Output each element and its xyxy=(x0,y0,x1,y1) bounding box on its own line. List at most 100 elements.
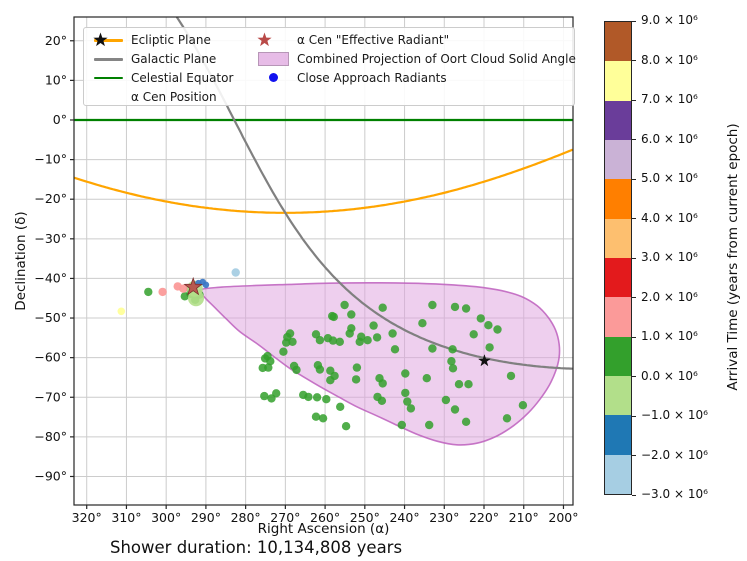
colorbar-tick xyxy=(632,494,636,496)
colorbar-tick-label: 0.0 × 10⁶ xyxy=(641,368,698,383)
radiant-point xyxy=(363,336,372,345)
oort-cloud-solid-angle-region xyxy=(198,281,561,446)
colorbar-segment xyxy=(605,61,631,101)
colorbar-segment xyxy=(605,257,631,298)
colorbar-tick xyxy=(632,178,636,180)
radiant-point xyxy=(461,417,471,426)
colorbar-tick-label: 6.0 × 10⁶ xyxy=(641,131,698,146)
colorbar-tick-label: 2.0 × 10⁶ xyxy=(641,289,698,304)
radiant-point xyxy=(282,338,291,347)
colorbar-segment xyxy=(605,297,631,337)
x-tick-label: 250° xyxy=(350,510,380,525)
alpha-cen-position-star xyxy=(477,353,491,367)
radiant-point xyxy=(506,371,516,381)
radiant-point xyxy=(272,389,281,398)
radiant-point xyxy=(425,420,434,430)
radiant-point xyxy=(518,401,528,410)
colorbar-segment xyxy=(605,139,631,180)
y-tick-label: −40° xyxy=(34,270,67,285)
radiant-point xyxy=(318,414,328,423)
plot-content xyxy=(74,17,573,446)
radiant-point xyxy=(329,312,338,322)
colorbar-segment xyxy=(605,22,631,62)
x-tick-label: 220° xyxy=(469,510,499,525)
colorbar-tick-label: 7.0 × 10⁶ xyxy=(641,92,698,106)
x-tick-label: 240° xyxy=(389,510,419,525)
colorbar-tick-label: 3.0 × 10⁶ xyxy=(641,250,698,264)
colorbar-tick xyxy=(632,218,636,220)
radiant-point xyxy=(326,376,335,385)
legend-dot-marker-icon xyxy=(256,73,290,83)
radiant-point xyxy=(378,379,387,388)
legend-item: α Cen "Effective Radiant" xyxy=(256,31,576,50)
radiant-point xyxy=(355,337,364,346)
radiant-point xyxy=(260,354,270,363)
radiant-point xyxy=(369,321,378,330)
colorbar-tick xyxy=(632,60,636,62)
radiant-point xyxy=(311,330,321,339)
radiant-point xyxy=(377,396,387,405)
x-tick-label: 280° xyxy=(231,510,261,525)
radiant-point xyxy=(422,374,431,383)
radiant-point xyxy=(403,397,412,406)
colorbar-tick xyxy=(632,297,636,299)
legend-item-label: α Cen Position xyxy=(131,89,217,104)
radiant-point xyxy=(447,357,456,366)
radiant-point xyxy=(352,363,362,372)
colorbar-tick-label: −3.0 × 10⁶ xyxy=(641,487,708,501)
radiant-point xyxy=(180,292,189,301)
x-tick-label: 310° xyxy=(111,510,141,525)
radiant-point xyxy=(448,364,458,373)
y-tick-label: 20° xyxy=(45,33,67,48)
radiant-point xyxy=(117,307,126,316)
radiant-point xyxy=(328,336,338,345)
x-tick-label: 200° xyxy=(548,510,578,525)
radiant-point xyxy=(312,393,322,402)
colorbar-segment xyxy=(605,100,631,140)
colorbar-segment xyxy=(605,218,631,258)
radiant-point xyxy=(158,287,167,297)
radiant-point xyxy=(372,333,382,342)
radiant-point xyxy=(450,302,460,312)
y-tick-label: −30° xyxy=(34,231,67,246)
x-tick-label: 270° xyxy=(270,510,300,525)
radiant-point xyxy=(345,329,354,338)
radiant-point xyxy=(401,369,410,378)
radiant-point xyxy=(351,375,361,384)
radiant-point xyxy=(441,395,451,405)
legend-item: Close Approach Radiants xyxy=(256,69,576,88)
radiant-point xyxy=(476,314,485,323)
radiant-point xyxy=(335,337,344,346)
colorbar-tick xyxy=(632,257,636,259)
y-tick-label: −10° xyxy=(34,152,67,167)
colorbar-tick xyxy=(632,99,636,101)
y-tick-label: −20° xyxy=(34,191,67,206)
radiant-point xyxy=(322,395,331,404)
x-tick-label: 260° xyxy=(310,510,340,525)
radiant-point xyxy=(347,310,356,319)
radiant-point xyxy=(260,391,269,401)
radiant-point xyxy=(231,268,240,277)
radiant-point xyxy=(485,343,494,352)
colorbar-segment xyxy=(605,336,631,376)
colorbar-tick xyxy=(632,415,636,417)
radiant-point xyxy=(418,319,427,328)
x-tick-label: 300° xyxy=(151,510,181,525)
radiant-point xyxy=(304,392,313,402)
colorbar-axis-label: Arrival Time (years from current epoch) xyxy=(725,123,741,391)
legend-line-marker-icon xyxy=(92,39,124,42)
legend-patch-marker-icon xyxy=(256,52,290,67)
colorbar-tick xyxy=(632,336,636,338)
x-tick-label: 320° xyxy=(72,510,102,525)
legend-line-marker-icon xyxy=(92,57,124,61)
y-tick-label: 0° xyxy=(53,112,67,127)
legend-item: Ecliptic Plane xyxy=(92,31,233,50)
radiant-point xyxy=(336,402,345,411)
x-tick-label: 210° xyxy=(509,510,539,525)
radiant-point xyxy=(461,304,471,313)
radiant-point xyxy=(428,300,437,310)
radiant-point xyxy=(144,287,153,297)
y-tick-label: −70° xyxy=(34,389,67,404)
radiant-point xyxy=(401,388,410,398)
